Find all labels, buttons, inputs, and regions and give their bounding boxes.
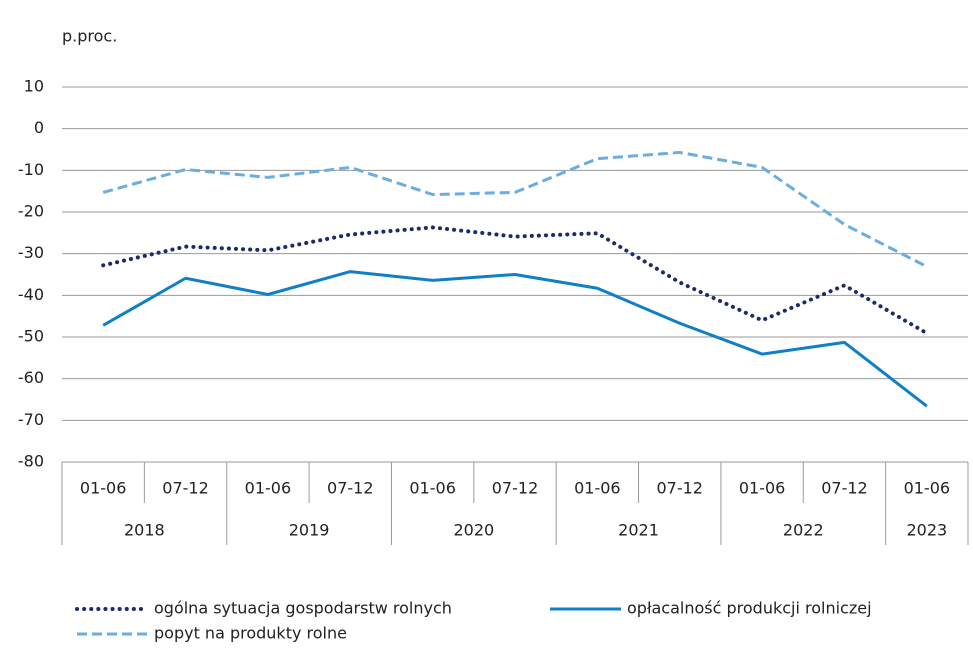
x-tick-label: 07-12 [656, 479, 703, 498]
y-tick-label: -80 [18, 452, 44, 471]
x-tick-label: 07-12 [492, 479, 539, 498]
x-tick-label: 01-06 [904, 479, 951, 498]
x-tick-label: 01-06 [409, 479, 456, 498]
series-line [101, 225, 929, 336]
group-label: 2018 [124, 521, 165, 540]
x-tick-label: 01-06 [80, 479, 127, 498]
y-tick-label: -70 [18, 410, 44, 429]
group-label: 2022 [783, 521, 824, 540]
x-tick-label: 01-06 [574, 479, 621, 498]
y-tick-label: -10 [18, 160, 44, 179]
y-tick-label: 0 [34, 118, 44, 137]
y-tick-label: -20 [18, 202, 44, 221]
group-label: 2023 [906, 521, 947, 540]
legend-label: opłacalność produkcji rolniczej [627, 599, 872, 618]
legend-label: ogólna sytuacja gospodarstw rolnych [154, 599, 452, 618]
series-line [102, 150, 928, 268]
group-label: 2021 [618, 521, 659, 540]
y-tick-label: -30 [18, 243, 44, 262]
x-tick-label: 07-12 [162, 479, 209, 498]
x-tick-label: 01-06 [739, 479, 786, 498]
legend-label: popyt na produkty rolne [154, 624, 347, 643]
y-tick-label: -60 [18, 368, 44, 387]
group-label: 2019 [289, 521, 330, 540]
group-label: 2020 [453, 521, 494, 540]
y-unit-label: p.proc. [62, 27, 117, 46]
y-tick-label: 10 [24, 77, 44, 96]
y-tick-label: -40 [18, 285, 44, 304]
x-tick-label: 07-12 [327, 479, 374, 498]
x-tick-label: 01-06 [245, 479, 292, 498]
series-line [102, 270, 928, 408]
x-tick-label: 07-12 [821, 479, 868, 498]
y-tick-label: -50 [18, 327, 44, 346]
